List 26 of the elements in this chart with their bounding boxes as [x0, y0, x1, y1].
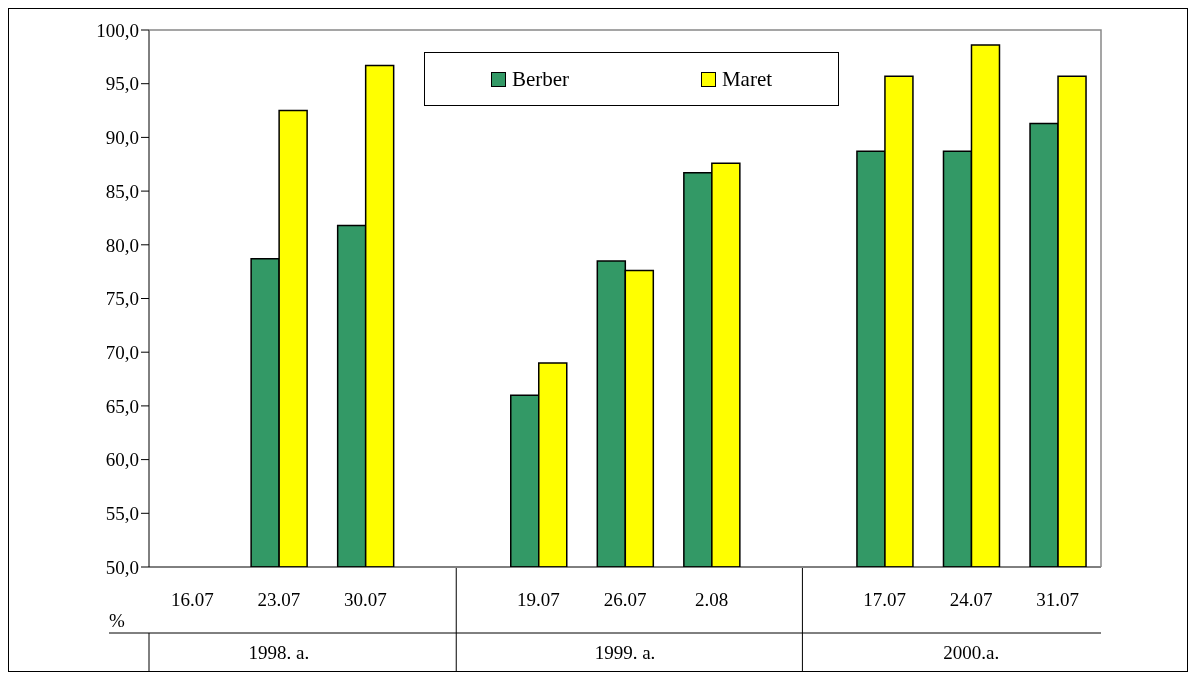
y-tick-label: 55,0 [105, 503, 139, 525]
y-tick-label: 65,0 [105, 395, 139, 417]
x-tick-label: 31.07 [1036, 589, 1080, 611]
y-tick-label: 90,0 [105, 127, 139, 149]
text: 2000.a. [943, 642, 1000, 663]
text: 1998. a. [248, 642, 310, 663]
y-tick-label: 70,0 [105, 341, 139, 363]
x-tick-label: 17.07 [863, 589, 907, 611]
legend-label: Berber [511, 66, 570, 92]
x-tick-label: 2.08 [694, 589, 729, 611]
legend-label: Maret [721, 66, 773, 92]
text: 1999. a. [594, 642, 656, 663]
y-tick-label: 95,0 [105, 73, 139, 95]
x-tick-label: 24.07 [949, 589, 993, 611]
y-tick-label: 80,0 [105, 234, 139, 256]
y-tick-label: 100,0 [96, 19, 139, 41]
x-tick-label: 19.07 [517, 589, 560, 611]
y-tick-label: 75,0 [105, 288, 139, 310]
y-tick-label: 60,0 [105, 449, 139, 471]
x-tick-label: 23.07 [257, 589, 301, 611]
y-axis-title: % [109, 610, 126, 631]
y-tick-label: 85,0 [105, 180, 139, 202]
x-tick-label: 16.07 [170, 589, 214, 611]
x-tick-label: 30.07 [343, 589, 387, 611]
x-tick-label: 26.07 [603, 589, 647, 611]
y-tick-label: 50,0 [105, 556, 139, 578]
